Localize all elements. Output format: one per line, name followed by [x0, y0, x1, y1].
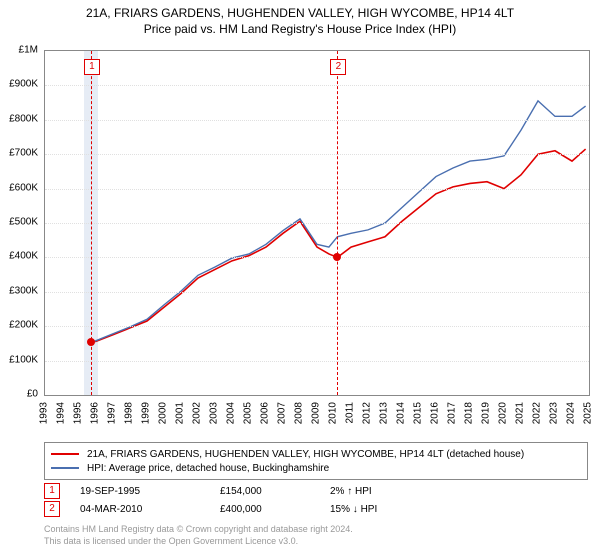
footnote: Contains HM Land Registry data © Crown c… — [44, 524, 588, 547]
y-tick-label: £100K — [9, 354, 38, 365]
x-tick-label: 2019 — [481, 402, 492, 424]
x-tick-label: 1994 — [56, 402, 67, 424]
sale-hpi-delta: 2% ↑ HPI — [330, 486, 372, 497]
x-tick-label: 2016 — [430, 402, 441, 424]
x-tick-label: 1999 — [141, 402, 152, 424]
sale-date: 04-MAR-2010 — [80, 504, 220, 515]
title-subtitle: Price paid vs. HM Land Registry's House … — [0, 22, 600, 36]
sales-table: 1 19-SEP-1995£154,0002% ↑ HPI 2 04-MAR-2010… — [44, 482, 588, 518]
x-tick-label: 2006 — [260, 402, 271, 424]
x-tick-label: 2000 — [158, 402, 169, 424]
gridline-h — [45, 361, 589, 362]
gridline-h — [45, 257, 589, 258]
y-axis-labels: £0£100K£200K£300K£400K£500K£600K£700K£80… — [0, 50, 42, 394]
legend-swatch — [51, 453, 79, 455]
reference-marker-box: 2 — [330, 59, 346, 75]
gridline-h — [45, 292, 589, 293]
x-tick-label: 2012 — [362, 402, 373, 424]
x-tick-label: 2005 — [243, 402, 254, 424]
sale-number-box: 1 — [44, 483, 60, 499]
y-tick-label: £900K — [9, 79, 38, 90]
sale-hpi-delta: 15% ↓ HPI — [330, 504, 377, 515]
x-tick-label: 2022 — [532, 402, 543, 424]
x-tick-label: 1996 — [90, 402, 101, 424]
title-block: 21A, FRIARS GARDENS, HUGHENDEN VALLEY, H… — [0, 0, 600, 36]
x-tick-label: 1998 — [124, 402, 135, 424]
sale-price: £400,000 — [220, 504, 330, 515]
x-tick-label: 1993 — [39, 402, 50, 424]
x-tick-label: 2007 — [277, 402, 288, 424]
sale-number-box: 2 — [44, 501, 60, 517]
legend-swatch — [51, 467, 79, 469]
y-tick-label: £1M — [19, 45, 38, 56]
x-tick-label: 2021 — [515, 402, 526, 424]
x-tick-label: 2024 — [566, 402, 577, 424]
sale-marker — [333, 253, 341, 261]
gridline-h — [45, 189, 589, 190]
title-address: 21A, FRIARS GARDENS, HUGHENDEN VALLEY, H… — [0, 6, 600, 20]
x-tick-label: 2014 — [396, 402, 407, 424]
chart-container: 21A, FRIARS GARDENS, HUGHENDEN VALLEY, H… — [0, 0, 600, 560]
x-tick-label: 2015 — [413, 402, 424, 424]
legend-label: HPI: Average price, detached house, Buck… — [87, 463, 329, 474]
y-tick-label: £300K — [9, 285, 38, 296]
x-tick-label: 1995 — [73, 402, 84, 424]
y-tick-label: £0 — [27, 389, 38, 400]
legend: 21A, FRIARS GARDENS, HUGHENDEN VALLEY, H… — [44, 442, 588, 480]
x-tick-label: 2003 — [209, 402, 220, 424]
x-tick-label: 2010 — [328, 402, 339, 424]
gridline-h — [45, 326, 589, 327]
x-tick-label: 2002 — [192, 402, 203, 424]
legend-label: 21A, FRIARS GARDENS, HUGHENDEN VALLEY, H… — [87, 449, 524, 460]
sale-row: 1 19-SEP-1995£154,0002% ↑ HPI — [44, 482, 588, 500]
x-tick-label: 2008 — [294, 402, 305, 424]
gridline-h — [45, 154, 589, 155]
y-tick-label: £400K — [9, 251, 38, 262]
footnote-line1: Contains HM Land Registry data © Crown c… — [44, 524, 588, 536]
sale-price: £154,000 — [220, 486, 330, 497]
x-tick-label: 2023 — [549, 402, 560, 424]
y-tick-label: £700K — [9, 148, 38, 159]
x-tick-label: 2011 — [345, 402, 356, 424]
x-tick-label: 2018 — [464, 402, 475, 424]
legend-row: 21A, FRIARS GARDENS, HUGHENDEN VALLEY, H… — [51, 447, 581, 461]
x-tick-label: 2009 — [311, 402, 322, 424]
x-tick-label: 2004 — [226, 402, 237, 424]
y-tick-label: £500K — [9, 217, 38, 228]
x-tick-label: 2025 — [583, 402, 594, 424]
x-tick-label: 1997 — [107, 402, 118, 424]
x-tick-label: 2020 — [498, 402, 509, 424]
x-axis-labels: 1993199419951996199719981999200020012002… — [44, 396, 588, 448]
reference-marker-box: 1 — [84, 59, 100, 75]
gridline-h — [45, 120, 589, 121]
gridline-h — [45, 85, 589, 86]
sale-marker — [87, 338, 95, 346]
sale-row: 2 04-MAR-2010£400,00015% ↓ HPI — [44, 500, 588, 518]
x-tick-label: 2001 — [175, 402, 186, 424]
y-tick-label: £800K — [9, 113, 38, 124]
gridline-h — [45, 223, 589, 224]
reference-line — [337, 51, 338, 395]
x-tick-label: 2013 — [379, 402, 390, 424]
x-tick-label: 2017 — [447, 402, 458, 424]
y-tick-label: £600K — [9, 182, 38, 193]
y-tick-label: £200K — [9, 320, 38, 331]
legend-row: HPI: Average price, detached house, Buck… — [51, 461, 581, 475]
footnote-line2: This data is licensed under the Open Gov… — [44, 536, 588, 548]
sale-date: 19-SEP-1995 — [80, 486, 220, 497]
chart-plot-area: 12 — [44, 50, 590, 396]
